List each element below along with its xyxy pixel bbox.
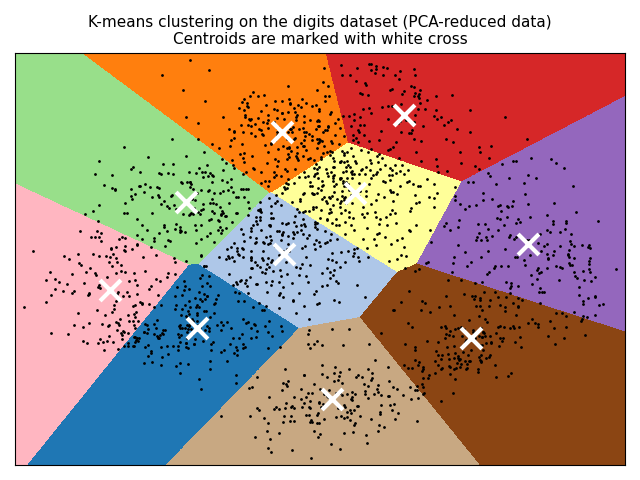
- Point: [278, 250, 289, 258]
- Point: [191, 324, 202, 332]
- Point: [350, 189, 360, 196]
- Point: [399, 111, 409, 119]
- Point: [523, 240, 533, 248]
- Point: [277, 128, 287, 135]
- Point: [326, 396, 337, 403]
- Title: K-means clustering on the digits dataset (PCA-reduced data)
Centroids are marked: K-means clustering on the digits dataset…: [88, 15, 552, 48]
- Point: [105, 286, 115, 294]
- Point: [181, 198, 191, 205]
- Point: [466, 334, 476, 342]
